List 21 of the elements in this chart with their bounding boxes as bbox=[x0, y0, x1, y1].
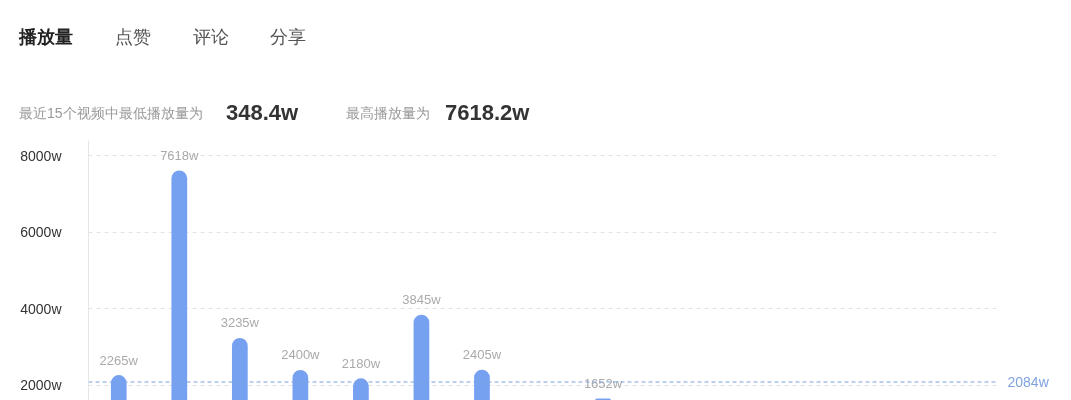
annotation: 分享 bbox=[270, 28, 306, 46]
ref-line-label: 2084w bbox=[1007, 373, 1050, 390]
data-label: 2405w bbox=[462, 347, 502, 363]
annotation: 7618.2w bbox=[445, 102, 530, 124]
y-tick-label: 2000w bbox=[20, 377, 63, 394]
chart-title: 播放量 bbox=[19, 28, 73, 46]
data-label: 3235w bbox=[220, 315, 260, 331]
annotation: 348.4w bbox=[226, 102, 299, 124]
y-tick-label: 4000w bbox=[20, 300, 63, 317]
data-label: 1652w bbox=[583, 376, 623, 392]
data-label: 2265w bbox=[99, 352, 139, 368]
data-label: 2400w bbox=[281, 347, 321, 363]
y-tick-label: 6000w bbox=[20, 224, 63, 241]
annotation: 最近15个视频中最低播放量为 bbox=[19, 106, 203, 120]
annotation: 点赞 bbox=[115, 28, 151, 46]
data-label: 7618w bbox=[160, 147, 200, 163]
annotation: 评论 bbox=[193, 28, 229, 46]
data-label: 3845w bbox=[402, 292, 442, 308]
y-tick-label: 8000w bbox=[20, 147, 63, 164]
data-label: 2180w bbox=[341, 355, 381, 371]
annotation: 最高播放量为 bbox=[346, 106, 430, 120]
